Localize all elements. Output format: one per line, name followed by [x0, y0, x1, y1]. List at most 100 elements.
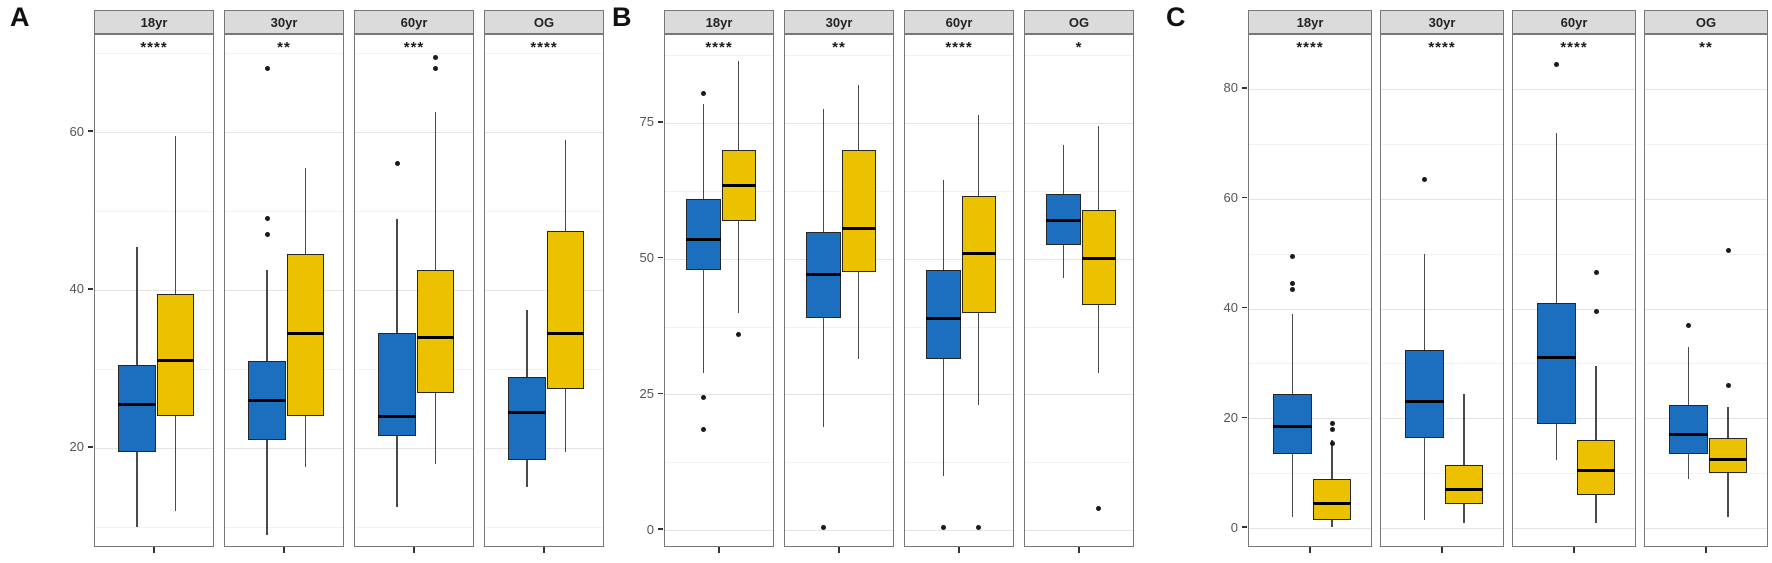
y-axis-tick-mark: [88, 130, 93, 132]
facet-plot-og: *: [1024, 34, 1134, 547]
facet-strip-30yr: 30yr: [224, 10, 344, 34]
facet-strip-label: 18yr: [705, 14, 733, 30]
major-gridline: [225, 289, 343, 291]
major-gridline: [905, 258, 1013, 260]
median-line: [686, 238, 721, 242]
median-line: [806, 273, 841, 277]
minor-gridline: [1249, 363, 1371, 365]
outlier-dot: [941, 524, 946, 530]
x-axis-tick-mark: [283, 547, 285, 553]
median-line: [721, 183, 756, 187]
x-axis-tick-mark: [1078, 547, 1080, 553]
y-axis-tick-label: 20: [1223, 409, 1238, 425]
facet-plot-30yr: ****: [1380, 34, 1504, 547]
median-line: [1708, 458, 1748, 462]
median-line: [1576, 469, 1616, 473]
minor-gridline: [1249, 253, 1371, 255]
median-line: [546, 331, 584, 335]
major-gridline: [1513, 88, 1635, 90]
median-line: [248, 398, 286, 402]
major-gridline: [95, 132, 213, 134]
outlier-dot: [264, 232, 270, 238]
median-line: [1405, 400, 1444, 404]
box-iqr: [508, 376, 546, 460]
facet-strip-60yr: 60yr: [354, 10, 474, 34]
major-gridline: [485, 132, 603, 134]
facet-strip-18yr: 18yr: [1248, 10, 1372, 34]
minor-gridline: [1645, 363, 1767, 365]
outlier-dot: [821, 524, 826, 530]
minor-gridline: [1025, 55, 1133, 57]
outlier-dot: [1421, 176, 1427, 182]
y-axis-tick-label: 75: [639, 114, 654, 130]
facet-strip-label: 18yr: [140, 14, 168, 30]
whisker-line: [1463, 393, 1465, 523]
facet-strip-label: 30yr: [270, 14, 298, 30]
panel-label-a: A: [10, 2, 30, 32]
facet-strip-18yr: 18yr: [664, 10, 774, 34]
major-gridline: [1025, 258, 1133, 260]
y-axis-tick-mark: [88, 288, 93, 290]
significance-stars: ****: [1296, 39, 1324, 56]
major-gridline: [1249, 528, 1371, 530]
significance-stars: ****: [945, 39, 973, 56]
significance-stars: **: [1699, 39, 1713, 56]
median-line: [961, 251, 996, 255]
outlier-dot: [1725, 382, 1731, 388]
y-axis-tick-label: 60: [69, 123, 84, 139]
box-iqr: [686, 198, 721, 270]
minor-gridline: [225, 210, 343, 212]
facet-plot-30yr: **: [224, 34, 344, 547]
major-gridline: [1645, 88, 1767, 90]
y-axis-tick-label: 80: [1223, 80, 1238, 96]
median-line: [926, 316, 961, 320]
outlier-dot: [701, 427, 706, 433]
minor-gridline: [95, 210, 213, 212]
minor-gridline: [1025, 326, 1133, 328]
minor-gridline: [785, 462, 893, 464]
y-axis-tick-mark: [1242, 526, 1247, 528]
box-iqr: [1708, 437, 1748, 474]
box-iqr: [1669, 404, 1708, 455]
minor-gridline: [485, 210, 603, 212]
y-axis-tick-label: 40: [1223, 300, 1238, 316]
facet-strip-30yr: 30yr: [1380, 10, 1504, 34]
facet-strip-label: 30yr: [825, 14, 853, 30]
major-gridline: [1381, 308, 1503, 310]
box-iqr: [286, 254, 324, 417]
minor-gridline: [485, 53, 603, 55]
box-iqr: [841, 150, 876, 273]
major-gridline: [785, 122, 893, 124]
x-axis-tick-mark: [838, 547, 840, 553]
facet-plot-og: ****: [484, 34, 604, 547]
facet-plot-18yr: ****: [664, 34, 774, 547]
minor-gridline: [1249, 143, 1371, 145]
median-line: [1046, 219, 1081, 223]
major-gridline: [355, 289, 473, 291]
y-axis-tick-label: 0: [646, 521, 654, 537]
major-gridline: [225, 447, 343, 449]
y-axis-tick-label: 20: [69, 439, 84, 455]
y-axis-tick-label: 0: [1230, 519, 1238, 535]
major-gridline: [1025, 530, 1133, 532]
outlier-dot: [1329, 426, 1335, 432]
outlier-dot: [1289, 253, 1295, 259]
outlier-dot: [1289, 286, 1295, 292]
minor-gridline: [905, 55, 1013, 57]
facet-strip-label: 60yr: [400, 14, 428, 30]
major-gridline: [785, 394, 893, 396]
x-axis-tick-mark: [153, 547, 155, 553]
x-axis-tick-mark: [1309, 547, 1311, 553]
outlier-dot: [264, 216, 270, 222]
whisker-line: [1555, 132, 1558, 460]
box-iqr: [156, 293, 194, 417]
facet-plot-18yr: ****: [1248, 34, 1372, 547]
y-axis-tick-mark: [658, 121, 663, 123]
x-axis-tick-mark: [958, 547, 960, 553]
outlier-dot: [701, 394, 706, 400]
y-axis-tick-mark: [1242, 87, 1247, 89]
facet-strip-label: 60yr: [945, 14, 973, 30]
facet-strip-label: OG: [1695, 14, 1717, 30]
minor-gridline: [905, 190, 1013, 192]
outlier-dot: [701, 90, 706, 96]
